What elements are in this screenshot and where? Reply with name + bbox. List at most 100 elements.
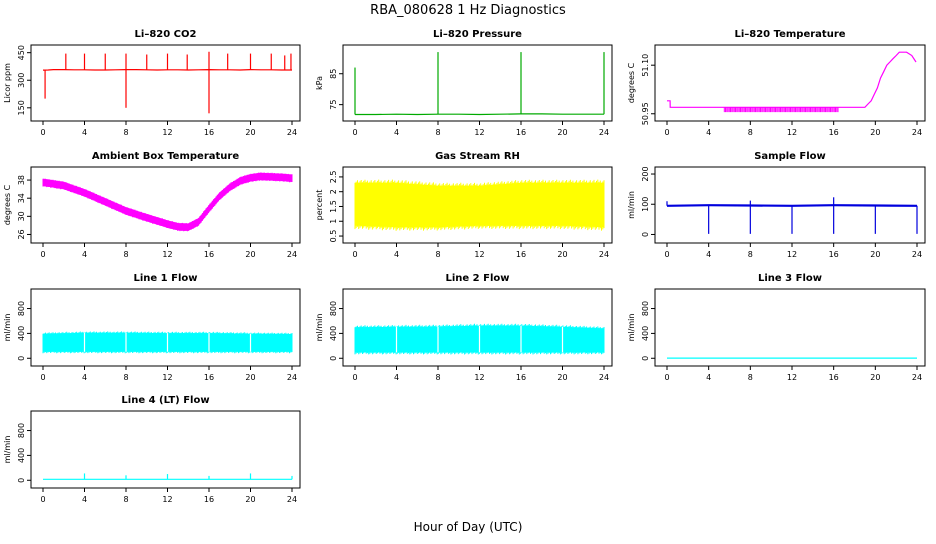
x-tick-label: 24 [912,373,922,382]
y-axis-label: ml/min [3,436,12,464]
y-tick-label: 1.5 [329,200,338,213]
figure-x-label: Hour of Day (UTC) [414,520,523,534]
x-tick-label: 8 [748,373,753,382]
x-tick-label: 0 [40,250,45,259]
x-tick-label: 4 [706,128,711,137]
y-axis-label: kPa [315,76,324,90]
x-tick-label: 8 [435,250,440,259]
y-tick-label: 400 [641,326,650,341]
plot-frame [30,410,301,489]
y-axis-label: ml/min [315,314,324,342]
x-tick-label: 20 [245,373,255,382]
x-tick-label: 0 [664,128,669,137]
panel-title: Line 3 Flow [758,273,822,284]
series-line [667,51,917,108]
panel-title: Line 2 Flow [446,273,510,284]
panel-title: Li–820 Temperature [734,29,845,40]
plot-frame [30,166,301,244]
x-tick-label: 24 [287,128,297,137]
y-tick-label: 400 [17,326,26,341]
x-tick-label: 20 [870,373,880,382]
x-tick-label: 16 [204,128,214,137]
x-tick-label: 24 [599,250,609,259]
y-tick-label: 400 [329,326,338,341]
x-tick-label: 20 [557,250,567,259]
chart-panel-5: Gas Stream RH percent 0 4 8 12 16 20 24 0.5 1 1.5 2 2… [315,151,613,259]
panel-title: Ambient Box Temperature [92,151,239,162]
y-tick-label: 800 [17,301,26,316]
y-tick-label: 800 [17,423,26,438]
y-axis-label: Licor ppm [3,63,12,103]
x-tick-label: 24 [287,373,297,382]
x-tick-label: 20 [245,495,255,504]
y-tick-label: 2 [329,189,338,194]
x-tick-label: 12 [474,373,484,382]
x-tick-label: 0 [352,250,357,259]
plot-frame [342,44,613,122]
y-axis-label: percent [315,190,324,221]
panel-title: Line 1 Flow [134,273,198,284]
x-tick-label: 20 [557,373,567,382]
y-tick-label: 34 [17,193,26,203]
x-tick-label: 0 [40,373,45,382]
x-tick-label: 16 [204,250,214,259]
panel-title: Li–820 CO2 [135,29,197,40]
y-tick-label: 51.10 [641,54,650,77]
x-tick-label: 12 [787,373,797,382]
x-tick-label: 4 [82,128,87,137]
x-tick-label: 8 [123,495,128,504]
y-tick-label: 0 [17,356,26,361]
series-noise [354,179,605,231]
x-tick-label: 16 [516,373,526,382]
x-tick-label: 20 [557,128,567,137]
x-tick-label: 12 [162,250,172,259]
x-tick-label: 0 [352,128,357,137]
series-line [666,204,918,207]
y-tick-label: 0 [641,356,650,361]
plot-frame [654,44,926,122]
plot-frame [30,288,301,367]
y-tick-label: 800 [641,301,650,316]
x-tick-label: 8 [435,128,440,137]
y-axis-label: ml/min [627,191,636,219]
x-tick-label: 4 [82,373,87,382]
x-tick-label: 12 [162,373,172,382]
x-tick-label: 12 [162,495,172,504]
x-tick-label: 8 [123,373,128,382]
plot-frame [342,166,613,244]
y-axis-label: degrees C [627,62,636,103]
chart-panel-6: Sample Flow ml/min 0 4 8 12 16 20 24 0 100 200 [627,151,926,259]
x-tick-label: 16 [204,373,214,382]
x-tick-label: 8 [748,128,753,137]
plot-frame [654,288,926,367]
x-tick-label: 24 [287,495,297,504]
x-tick-label: 4 [82,250,87,259]
plot-frame [342,288,613,367]
x-tick-label: 16 [829,250,839,259]
x-tick-label: 16 [516,128,526,137]
x-tick-label: 0 [40,128,45,137]
x-tick-label: 20 [870,128,880,137]
y-tick-label: 30 [17,211,26,221]
figure-title: RBA_080628 1 Hz Diagnostics [370,3,566,18]
noise-band [723,107,839,113]
x-tick-label: 20 [245,250,255,259]
x-tick-label: 24 [912,128,922,137]
x-tick-label: 12 [162,128,172,137]
y-tick-label: 26 [17,229,26,239]
y-tick-label: 0 [329,356,338,361]
y-axis-label: ml/min [627,314,636,342]
x-tick-label: 12 [474,250,484,259]
x-tick-label: 12 [787,250,797,259]
x-tick-label: 16 [829,128,839,137]
x-tick-label: 24 [287,250,297,259]
series-line [42,68,292,71]
x-tick-label: 4 [394,373,399,382]
x-tick-label: 8 [748,250,753,259]
y-tick-label: 2.5 [329,171,338,184]
plot-frame [30,44,301,122]
y-tick-label: 1 [329,219,338,224]
x-tick-label: 0 [40,495,45,504]
